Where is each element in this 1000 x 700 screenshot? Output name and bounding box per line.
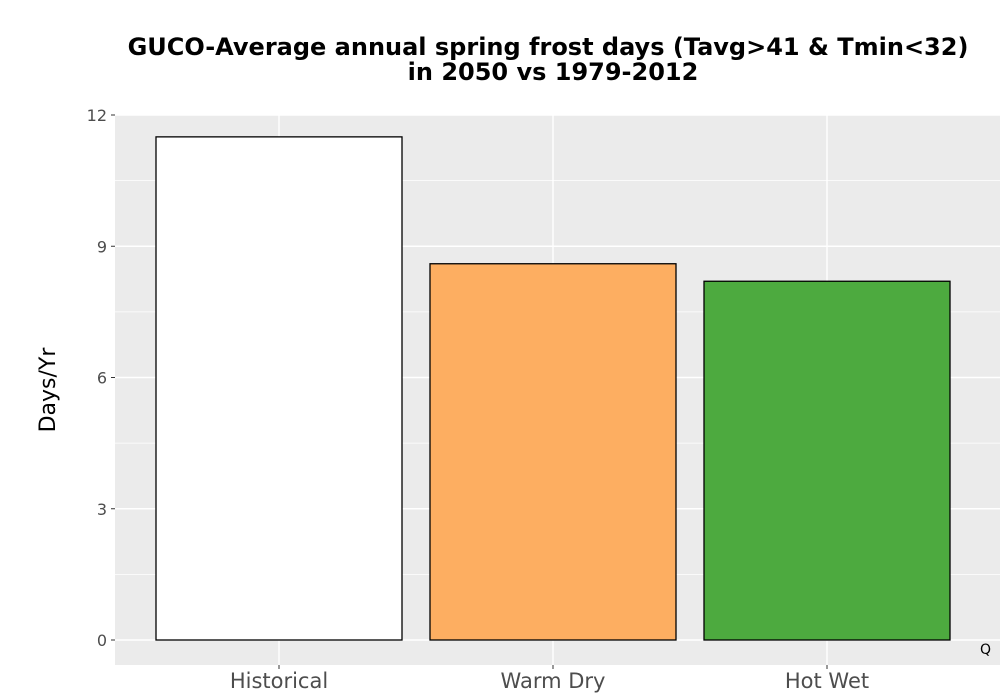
chart-title-line-2: in 2050 vs 1979-2012 [408,58,699,86]
y-tick-label: 12 [87,106,107,125]
y-tick-label: 0 [97,631,107,650]
bar-warm-dry [429,263,677,641]
y-axis-title: Days/Yr [36,347,61,433]
x-tick-label: Warm Dry [501,669,606,693]
y-tick-label: 9 [97,237,107,256]
chart-title-line-1: GUCO-Average annual spring frost days (T… [128,33,969,61]
corner-note: Q [980,642,991,658]
y-tick-label: 3 [97,500,107,519]
y-axis: 0 3 6 9 12 [87,106,115,650]
x-tick-label: Hot Wet [785,669,869,693]
x-tick-label: Historical [230,669,328,693]
y-tick-label: 6 [97,369,107,388]
bar-historical [155,136,403,641]
bars-layer [155,136,951,641]
bar-hot-wet [703,280,951,641]
x-axis: Historical Warm Dry Hot Wet [230,665,869,693]
